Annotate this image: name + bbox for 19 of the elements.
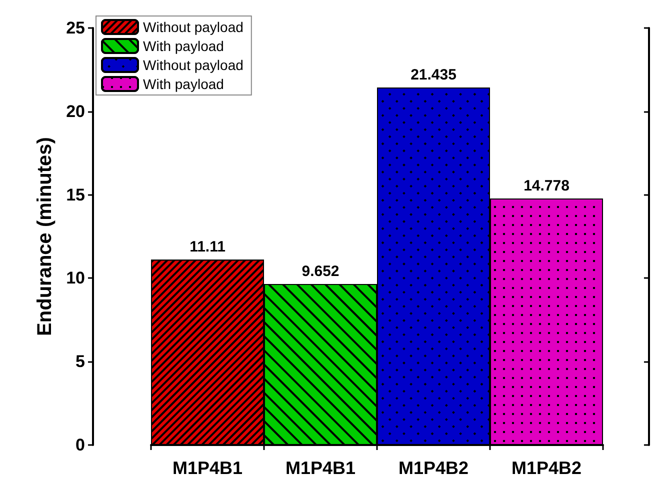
- x-tick-label: M1P4B1: [285, 458, 356, 478]
- y-tick-label: 5: [76, 352, 85, 372]
- data-label: 14.778: [524, 178, 570, 195]
- y-tick-label: 15: [66, 185, 85, 204]
- x-tick-label: M1P4B2: [398, 458, 469, 478]
- y-axis-title: Endurance (minutes): [34, 137, 56, 336]
- data-label: 21.435: [410, 66, 456, 84]
- legend-label: Without payload: [143, 19, 244, 35]
- legend-label: With payload: [143, 38, 224, 54]
- x-tick-label: M1P4B1: [172, 458, 243, 478]
- data-label: 11.11: [190, 238, 226, 256]
- y-tick-label: 25: [66, 18, 85, 38]
- y-tick-label: 10: [66, 268, 85, 288]
- legend-label: With payload: [143, 76, 224, 92]
- y-tick-label: 0: [76, 436, 85, 454]
- legend-label: Without payload: [143, 57, 244, 73]
- data-label: 9.652: [302, 263, 340, 280]
- y-tick-label: 20: [66, 102, 85, 121]
- x-tick-label: M1P4B2: [511, 458, 582, 478]
